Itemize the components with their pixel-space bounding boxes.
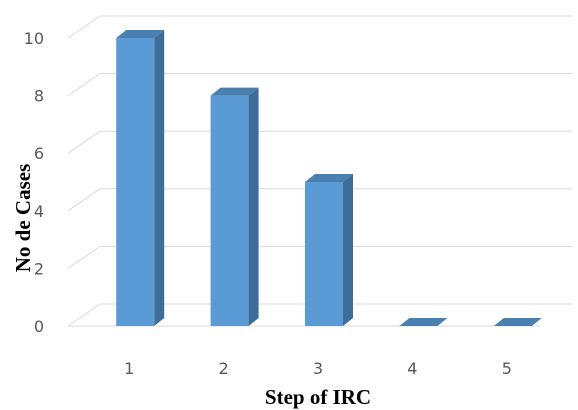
x-tick-label: 3 — [313, 359, 323, 378]
gridline-diagonal-10 — [67, 15, 101, 39]
x-axis-ticks: 1 2 3 4 5 — [124, 359, 512, 378]
bar-3 — [305, 174, 353, 326]
bar-1 — [116, 30, 165, 326]
x-tick-label: 5 — [502, 359, 512, 378]
x-tick-label: 2 — [219, 359, 229, 378]
bar-side-face — [154, 30, 165, 326]
x-axis-title: Step of IRC — [265, 385, 371, 409]
y-tick-label: 2 — [34, 259, 44, 278]
y-axis-ticks: 0 2 4 6 8 10 — [24, 29, 44, 336]
bar-side-face — [343, 174, 353, 326]
gridline-diagonal-6 — [67, 130, 101, 154]
y-tick-label: 6 — [34, 144, 44, 163]
y-tick-label: 4 — [34, 202, 44, 221]
bar-top-face — [116, 30, 165, 38]
y-tick-label: 0 — [34, 317, 44, 336]
bar-top-face — [210, 87, 259, 96]
bar-front-face — [210, 95, 249, 326]
bars-layer — [116, 30, 542, 326]
bar-4 — [399, 318, 448, 326]
y-tick-label: 8 — [34, 87, 44, 106]
bar-5 — [493, 318, 542, 326]
bar-2 — [210, 87, 259, 326]
gridline-diagonal-0 — [67, 303, 101, 327]
y-axis-title: No de Cases — [11, 164, 35, 273]
bar-side-face — [248, 87, 259, 326]
bar-top-face — [305, 174, 353, 182]
bar-front-face — [305, 182, 343, 326]
gridline-diagonal-8 — [67, 73, 101, 97]
bar-top-face — [493, 318, 542, 326]
bar-top-face — [399, 318, 448, 326]
gridline-diagonal-4 — [67, 188, 101, 212]
bar-front-face — [116, 38, 155, 326]
x-tick-label: 1 — [124, 359, 134, 378]
gridline-diagonal-2 — [67, 245, 101, 269]
y-tick-label: 10 — [24, 29, 44, 48]
x-tick-label: 4 — [407, 359, 417, 378]
